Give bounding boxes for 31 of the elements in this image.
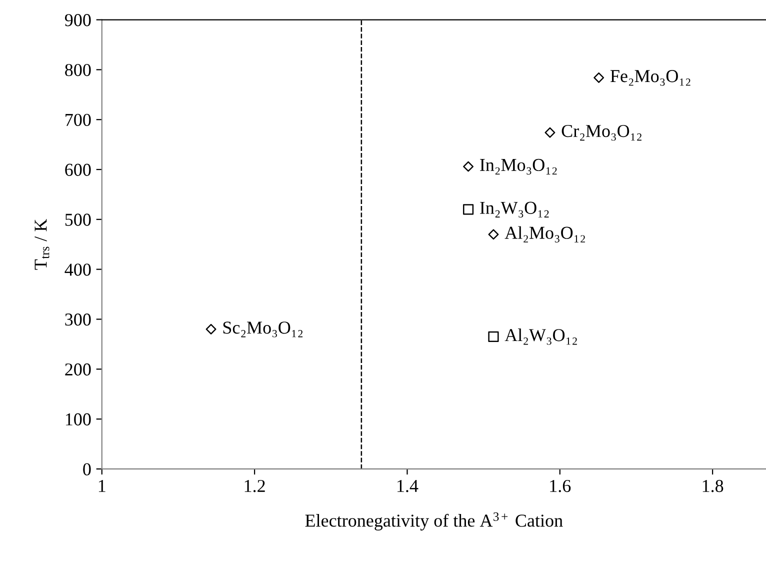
annotation: In₂Mo₃O₁₂ — [480, 158, 557, 175]
annotation: Fe₂Mo₃O₁₂ — [610, 70, 690, 86]
x-tick-label: 1.2 — [244, 480, 265, 492]
x-tick-label: 1.4 — [398, 480, 418, 492]
point — [594, 72, 604, 83]
y-tick-label: 400 — [64, 264, 91, 276]
y-tick-label: 100 — [66, 413, 91, 426]
annotation: Al₂W₃O₁₂ — [504, 328, 577, 345]
point — [544, 127, 556, 138]
y-tick-label: 600 — [65, 164, 91, 176]
y-tick-label: 200 — [65, 363, 91, 376]
annotation: Cr₂Mo₃O₁₂ — [562, 124, 642, 141]
x-tick-label: 1.6 — [550, 480, 571, 492]
y-tick-label: 0 — [83, 463, 91, 476]
y-tick-label: 300 — [65, 313, 91, 326]
point — [463, 161, 474, 172]
y-tick-label: 700 — [66, 114, 91, 126]
annotation: Al₂Mo₃O₁₂ — [504, 226, 585, 242]
y-tick-label: 800 — [65, 64, 91, 76]
y-axis-title: T$_{trs}$ / K — [34, 218, 50, 270]
point — [488, 331, 499, 342]
x-tick-label: 1.8 — [702, 480, 724, 492]
point — [206, 324, 216, 334]
annotation: In₂W₃O₁₂ — [480, 202, 549, 218]
y-tick-label: 900 — [64, 14, 91, 26]
point — [463, 204, 474, 215]
y-tick-label: 500 — [65, 214, 91, 226]
x-tick-label: 1 — [98, 480, 106, 492]
x-axis-title: Electronegativity of the A$^{3+}$ Cation — [305, 512, 563, 530]
annotation: Sc₂Mo₃O₁₂ — [223, 322, 303, 338]
point — [488, 229, 499, 240]
